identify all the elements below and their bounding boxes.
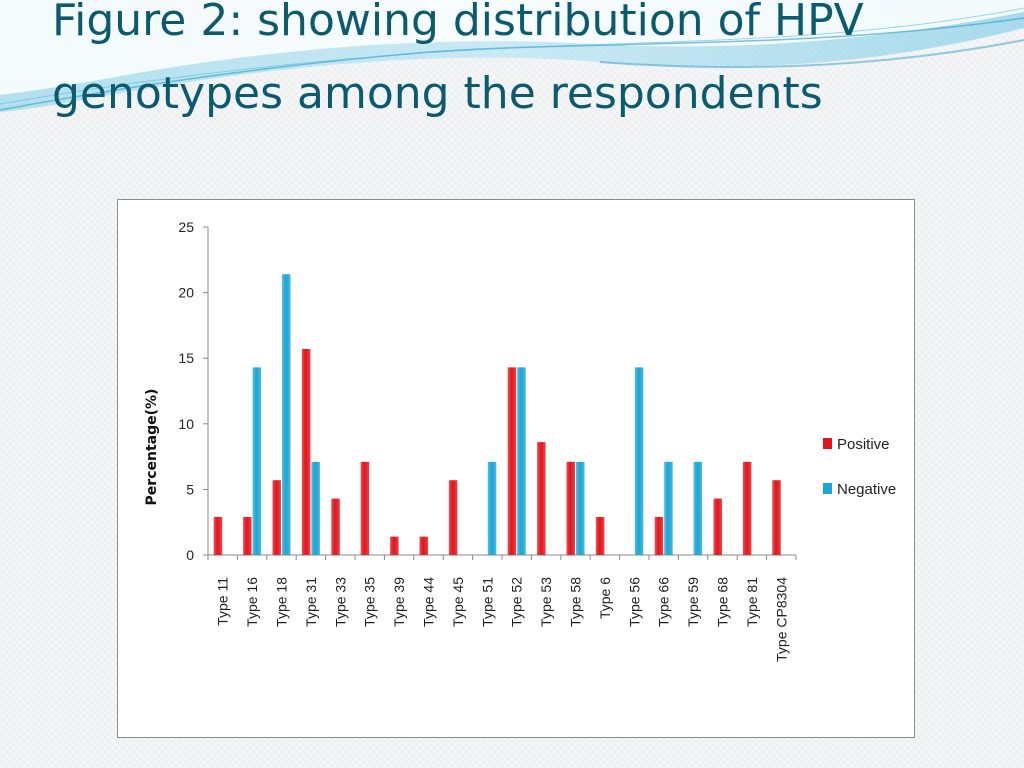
- x-tick-label: Type CP8304: [773, 577, 789, 662]
- x-tick-label: Type 35: [362, 577, 378, 627]
- bar-positive-type-31: [301, 349, 311, 555]
- bar-negative-type-16: [252, 367, 262, 555]
- legend-swatch-negative: [823, 483, 832, 494]
- bar-negative-type-18: [282, 274, 291, 555]
- decorative-wave-banner: [0, 0, 1024, 112]
- legend-label-negative: Negative: [837, 481, 896, 498]
- y-axis-label: Percentage(%): [144, 389, 160, 506]
- x-tick-label: Type 68: [715, 577, 731, 627]
- y-tick-label: 5: [186, 481, 194, 497]
- legend-swatch-positive: [823, 438, 832, 449]
- slide-title: Figure 2: showing distribution of HPV ge…: [52, 0, 864, 119]
- bar-positive-type-58: [566, 461, 575, 555]
- y-tick-label: 20: [178, 285, 194, 301]
- bar-positive-type-45: [448, 480, 458, 555]
- x-tick-label: Type 16: [244, 577, 260, 627]
- x-tick-label: Type 11: [215, 577, 231, 626]
- bar-positive-type-18: [272, 480, 281, 555]
- x-tick-label: Type 52: [509, 577, 525, 627]
- x-tick-label: Type 81: [744, 577, 760, 627]
- bar-positive-type-44: [419, 536, 428, 555]
- x-tick-label: Type 58: [568, 577, 584, 627]
- bar-negative-type-66: [664, 461, 673, 555]
- x-tick-label: Type 59: [685, 577, 701, 627]
- bar-positive-type-35: [360, 461, 370, 555]
- bar-negative-type-59: [693, 461, 703, 555]
- x-tick-label: Type 18: [274, 577, 290, 627]
- bar-negative-type-52: [517, 367, 526, 555]
- bar-negative-type-31: [311, 461, 320, 555]
- x-tick-label: Type 39: [391, 577, 407, 627]
- bar-positive-type-81: [742, 461, 752, 555]
- chart-frame: 0 5 10 15 20 25 Type 11 Type 16 Type 18 Type 31 T…: [117, 199, 915, 738]
- x-tick-label: Type 45: [450, 577, 466, 627]
- chart-axes: 0 5 10 15 20 25: [178, 219, 797, 563]
- bar-positive-type-16: [243, 516, 252, 555]
- legend-label-positive: Positive: [837, 436, 890, 453]
- y-tick-label: 15: [178, 350, 194, 366]
- x-tick-label: Type 31: [303, 577, 319, 627]
- bar-positive-type-11: [213, 516, 223, 555]
- x-tick-label: Type 53: [538, 577, 554, 627]
- bar-positive-type-68: [713, 498, 722, 555]
- x-tick-label: Type 44: [421, 577, 437, 627]
- x-tick-labels: Type 11 Type 16 Type 18 Type 31 Type 33 Type …: [215, 577, 790, 662]
- x-tick-label: Type 33: [332, 577, 348, 627]
- y-tick-label: 25: [178, 219, 194, 235]
- chart-bars: [213, 274, 781, 555]
- x-tick-label: Type 66: [656, 577, 672, 627]
- bar-negative-type-51: [487, 461, 497, 555]
- bar-positive-type-cp8304: [772, 480, 781, 555]
- bar-negative-type-58: [576, 461, 585, 555]
- y-tick-label: 10: [178, 416, 194, 432]
- bar-negative-type-56: [634, 367, 644, 555]
- bar-positive-type-6: [595, 516, 605, 555]
- bar-positive-type-39: [390, 536, 399, 555]
- y-tick-label: 0: [186, 547, 194, 563]
- bar-positive-type-33: [331, 498, 340, 555]
- bar-positive-type-66: [654, 516, 664, 555]
- bar-positive-type-52: [507, 367, 517, 555]
- chart-legend: Positive Negative: [823, 436, 896, 498]
- bar-positive-type-53: [537, 442, 546, 555]
- x-tick-label: Type 56: [626, 577, 642, 627]
- x-tick-label: Type 51: [479, 577, 495, 627]
- x-tick-label: Type 6: [597, 577, 613, 619]
